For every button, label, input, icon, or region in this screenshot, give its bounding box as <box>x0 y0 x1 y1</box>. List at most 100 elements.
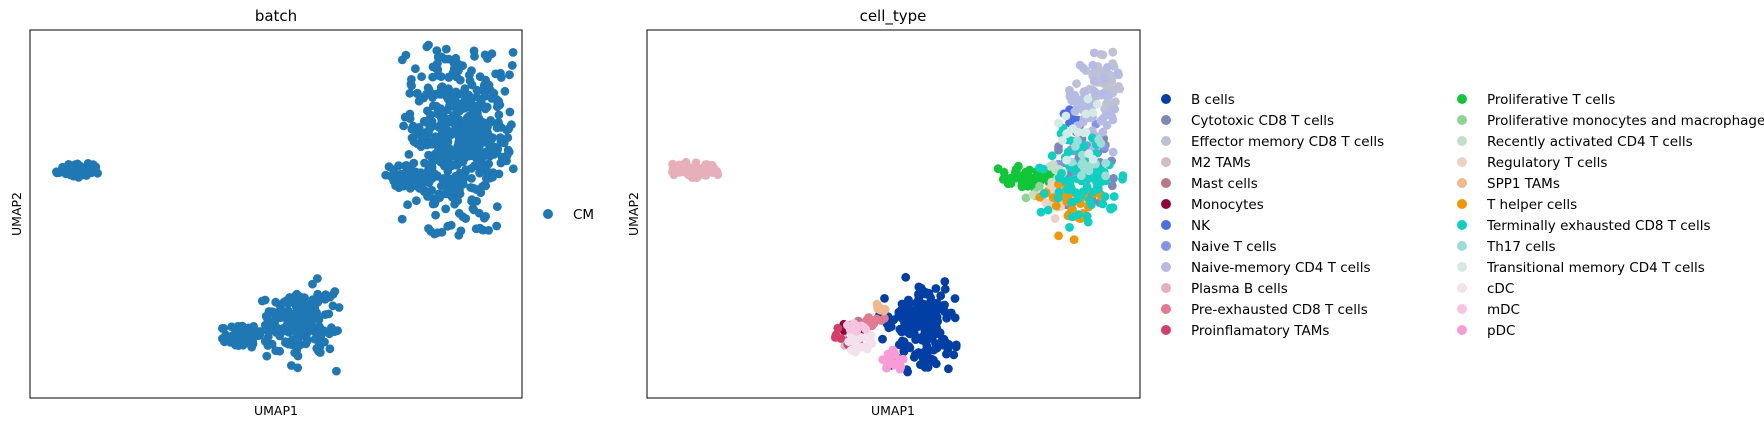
point <box>1092 99 1102 109</box>
point <box>1039 189 1049 199</box>
cell-type-ylabel: UMAP2 <box>626 192 641 236</box>
point <box>1054 187 1064 197</box>
point <box>444 117 454 127</box>
point <box>1021 193 1031 203</box>
legend-item: M2 TAMs <box>1161 155 1251 171</box>
legend-item: Proliferative T cells <box>1457 92 1615 108</box>
point <box>267 307 277 317</box>
legend-label: Effector memory CD8 T cells <box>1191 134 1384 150</box>
legend-label: NK <box>1191 218 1211 234</box>
point <box>431 210 440 220</box>
point <box>1082 211 1092 221</box>
point <box>1054 231 1063 241</box>
point <box>1100 192 1110 201</box>
legend-item: Th17 cells <box>1457 239 1556 255</box>
batch-panel: batch UMAP1 UMAP2 CM <box>9 7 594 418</box>
point <box>312 310 321 320</box>
point <box>1065 92 1075 101</box>
point <box>851 347 860 357</box>
point <box>910 315 920 324</box>
point <box>931 284 941 293</box>
point <box>404 150 414 159</box>
legend-marker <box>1457 136 1467 146</box>
point <box>260 295 270 305</box>
point <box>483 122 492 132</box>
point <box>1073 210 1083 220</box>
legend-marker <box>1161 115 1171 125</box>
point <box>444 54 454 64</box>
point <box>1107 76 1116 86</box>
point <box>492 202 502 212</box>
point <box>444 72 454 82</box>
legend-item: Pre-exhausted CD8 T cells <box>1161 302 1368 318</box>
legend-marker <box>1161 94 1171 104</box>
legend-label: Naive-memory CD4 T cells <box>1191 260 1371 276</box>
point <box>420 128 429 138</box>
point <box>929 345 939 355</box>
point <box>424 40 433 50</box>
point <box>428 72 437 82</box>
point <box>400 112 410 122</box>
point <box>291 297 301 307</box>
legend-item: Proliferative monocytes and macrophages <box>1457 113 1764 129</box>
cell-type-legend: B cells Cytotoxic CD8 T cells Effector mem… <box>1161 92 1764 339</box>
point <box>399 121 408 131</box>
series-effector-memory-cd8-t-cells <box>1072 47 1125 126</box>
point <box>262 351 272 361</box>
point <box>920 331 930 340</box>
point <box>431 101 441 111</box>
point <box>942 349 951 359</box>
point <box>458 179 468 189</box>
point <box>1054 142 1063 152</box>
point <box>467 122 477 132</box>
point <box>1101 171 1110 181</box>
legend-label: Proliferative T cells <box>1487 92 1615 108</box>
point <box>433 59 442 68</box>
legend-label: Plasma B cells <box>1191 281 1288 297</box>
point <box>443 94 453 104</box>
point <box>496 73 506 82</box>
point <box>1069 235 1079 245</box>
point <box>1098 50 1108 60</box>
point <box>1041 198 1051 208</box>
point <box>1043 205 1053 215</box>
point <box>896 362 906 372</box>
legend-item: B cells <box>1161 92 1235 108</box>
point <box>918 306 928 315</box>
point <box>886 322 896 332</box>
point <box>904 295 913 305</box>
legend-marker <box>1161 178 1171 188</box>
point <box>1088 108 1098 117</box>
point <box>940 300 949 310</box>
legend-item: Mast cells <box>1161 176 1258 192</box>
series-cm <box>52 40 518 376</box>
batch-title: batch <box>255 7 297 25</box>
point <box>936 291 946 301</box>
point <box>914 294 924 304</box>
point <box>1109 192 1119 201</box>
point <box>282 296 291 306</box>
legend-item: mDC <box>1457 302 1520 318</box>
point <box>1079 63 1088 73</box>
legend-marker <box>1457 220 1467 230</box>
point <box>1098 127 1108 137</box>
point <box>944 364 953 374</box>
point <box>492 221 502 231</box>
point <box>437 82 447 91</box>
point <box>269 317 278 327</box>
legend-item: CM <box>543 207 594 223</box>
point <box>432 46 442 55</box>
point <box>882 362 892 371</box>
point <box>1062 155 1071 165</box>
legend-item: Plasma B cells <box>1161 281 1288 297</box>
point <box>414 96 424 106</box>
point <box>247 342 257 352</box>
point <box>494 96 504 106</box>
point <box>1108 47 1118 57</box>
batch-points <box>52 40 518 376</box>
series-plasma-b-cells <box>668 157 723 183</box>
point <box>58 162 67 172</box>
point <box>1113 68 1123 78</box>
point <box>420 158 429 168</box>
